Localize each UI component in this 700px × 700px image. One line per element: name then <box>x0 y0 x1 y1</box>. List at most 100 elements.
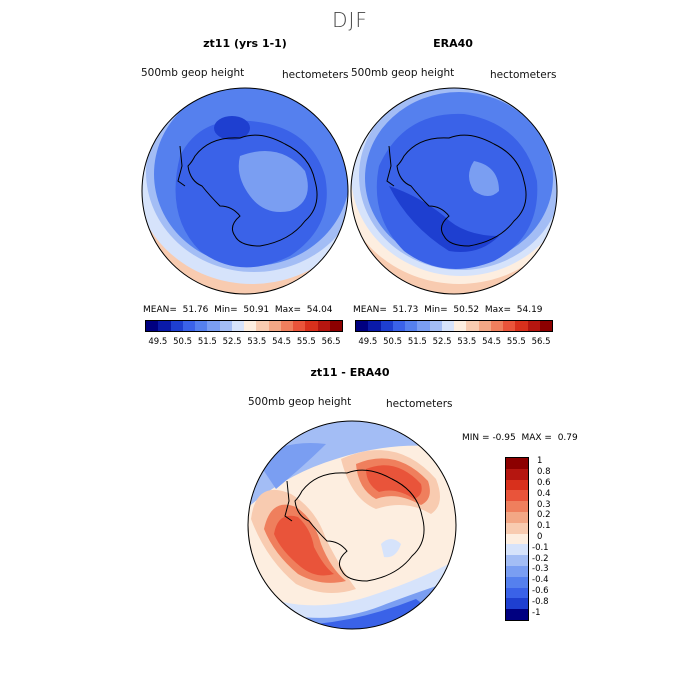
colorbar-swatch <box>368 321 381 331</box>
colorbar-swatch <box>506 533 528 545</box>
colorbar-swatch <box>293 321 306 331</box>
colorbar-tick-label: 55.5 <box>506 337 526 347</box>
colorbar-swatch <box>506 511 528 523</box>
colorbar-swatch <box>441 321 454 331</box>
diff-panel-title: zt11 - ERA40 <box>310 366 390 379</box>
panel-2-left-label: 500mb geop height <box>351 67 455 79</box>
colorbar-swatch <box>506 544 528 556</box>
panel-2-title: ERA40 <box>433 37 473 50</box>
colorbar-swatch <box>429 321 442 331</box>
colorbar-label: -1 <box>532 607 541 618</box>
colorbar-tick-label: 55.5 <box>296 337 316 347</box>
colorbar-swatch <box>268 321 281 331</box>
colorbar-label: -0.8 <box>532 596 549 607</box>
colorbar-swatch <box>280 321 293 331</box>
colorbar-label: -0.6 <box>532 586 549 596</box>
panel-1-left-label: 500mb geop height <box>141 67 245 79</box>
colorbar-swatch <box>506 468 528 480</box>
colorbar-tick-label: 52.5 <box>432 337 452 347</box>
colorbar-tick-label: 56.5 <box>321 337 341 347</box>
colorbar-swatch <box>506 490 528 502</box>
diff-panel-map <box>247 420 457 630</box>
colorbar-swatch <box>305 321 318 331</box>
colorbar-tick-label: 51.5 <box>197 337 217 347</box>
colorbar-tick-label: 52.5 <box>222 337 242 347</box>
colorbar-swatch <box>466 321 479 331</box>
diff-colorbar-labels: 1 0.8 0.6 0.4 0.3 0.2 0.1 0 -0.1 -0.2 -0.3 -0.4 -0.6… <box>532 456 572 619</box>
colorbar-swatch <box>506 598 528 610</box>
colorbar-tick-label: 56.5 <box>531 337 551 347</box>
colorbar-tick-label: 54.5 <box>482 337 502 347</box>
colorbar-swatch <box>417 321 430 331</box>
colorbar-tick-label: 50.5 <box>383 337 403 347</box>
colorbar-label: -0.4 <box>532 575 549 586</box>
colorbar-tick-label: 51.5 <box>407 337 427 347</box>
colorbar-swatch <box>506 555 528 566</box>
colorbar-label: -0.3 <box>532 564 549 575</box>
colorbar-swatch <box>158 321 171 331</box>
colorbar-label: 0.3 <box>537 499 551 510</box>
colorbar-swatch <box>527 321 540 331</box>
diff-colorbar <box>505 457 529 621</box>
colorbar-swatch <box>219 321 232 331</box>
panel-2-map <box>350 87 558 295</box>
panel-1-title: zt11 (yrs 1-1) <box>203 37 287 50</box>
colorbar-swatch <box>317 321 330 331</box>
colorbar-swatch <box>244 321 257 331</box>
panel-1-stats: MEAN= 51.76 Min= 50.91 Max= 54.04 <box>143 305 333 315</box>
panel-2-right-label: hectometers <box>490 69 557 81</box>
colorbar-swatch <box>506 565 528 577</box>
colorbar-label: -0.2 <box>532 553 549 564</box>
colorbar-tick-label: 50.5 <box>173 337 193 347</box>
colorbar-label: 0.2 <box>537 510 551 521</box>
colorbar-label: -0.1 <box>532 542 549 553</box>
figure-title: DJF <box>332 8 368 32</box>
colorbar-swatch <box>506 576 528 588</box>
diff-panel-left-label: 500mb geop height <box>248 396 352 408</box>
diff-panel-stats: MIN = -0.95 MAX = 0.79 <box>462 433 578 443</box>
diff-panel-right-label: hectometers <box>386 398 453 410</box>
colorbar-label: 0.8 <box>537 467 551 478</box>
colorbar-label: 0.6 <box>537 478 551 488</box>
panel-1-map <box>141 87 349 295</box>
colorbar-tick-label: 49.5 <box>148 337 168 347</box>
colorbar-swatch <box>515 321 528 331</box>
colorbar-swatch <box>503 321 516 331</box>
colorbar-label: 0.1 <box>537 521 551 532</box>
colorbar-swatch <box>329 321 342 331</box>
colorbar-swatch <box>182 321 195 331</box>
colorbar-tick-label: 53.5 <box>457 337 477 347</box>
colorbar-swatch <box>405 321 418 331</box>
colorbar-swatch <box>356 321 369 331</box>
colorbar-swatch <box>506 501 528 512</box>
colorbar-tick-label: 54.5 <box>272 337 292 347</box>
colorbar-swatch <box>146 321 159 331</box>
colorbar-swatch <box>195 321 208 331</box>
panel-1-right-label: hectometers <box>282 69 349 81</box>
colorbar-swatch <box>170 321 183 331</box>
colorbar-swatch <box>506 609 528 620</box>
panel-2-stats: MEAN= 51.73 Min= 50.52 Max= 54.19 <box>353 305 543 315</box>
colorbar-swatch <box>380 321 393 331</box>
colorbar-swatch <box>256 321 269 331</box>
colorbar-swatch <box>231 321 244 331</box>
panel-1-colorbar-ticks: 49.5 50.5 51.5 52.5 53.5 54.5 55.5 56.5 <box>145 337 343 349</box>
colorbar-swatch <box>506 458 528 469</box>
colorbar-swatch <box>454 321 467 331</box>
colorbar-swatch <box>207 321 220 331</box>
colorbar-swatch <box>539 321 552 331</box>
colorbar-label: 0 <box>537 532 543 542</box>
colorbar-label: 1 <box>537 456 543 467</box>
colorbar-swatch <box>392 321 405 331</box>
colorbar-swatch <box>506 522 528 534</box>
colorbar-swatch <box>506 479 528 491</box>
panel-2-colorbar <box>355 320 553 332</box>
panel-2-colorbar-ticks: 49.5 50.5 51.5 52.5 53.5 54.5 55.5 56.5 <box>355 337 553 349</box>
colorbar-swatch <box>478 321 491 331</box>
panel-1-colorbar <box>145 320 343 332</box>
colorbar-tick-label: 49.5 <box>358 337 378 347</box>
colorbar-label: 0.4 <box>537 488 551 499</box>
colorbar-swatch <box>490 321 503 331</box>
colorbar-swatch <box>506 587 528 599</box>
colorbar-tick-label: 53.5 <box>247 337 267 347</box>
